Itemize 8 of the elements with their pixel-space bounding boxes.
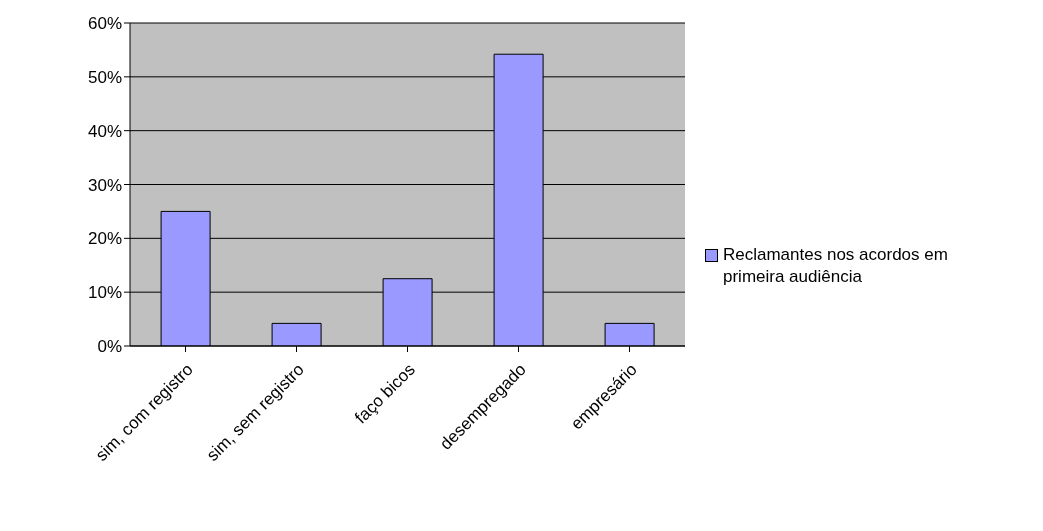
legend-label: Reclamantes nos acordos em primeira audiência: [723, 243, 949, 288]
y-tick-label: 10%: [87, 283, 122, 303]
y-tick-label: 60%: [87, 14, 122, 34]
y-tick-label: 0%: [97, 337, 122, 357]
y-tick-label: 40%: [87, 121, 122, 141]
y-tick-label: 20%: [87, 229, 122, 249]
y-tick-label: 30%: [87, 175, 122, 195]
y-tick-label: 50%: [87, 67, 122, 87]
